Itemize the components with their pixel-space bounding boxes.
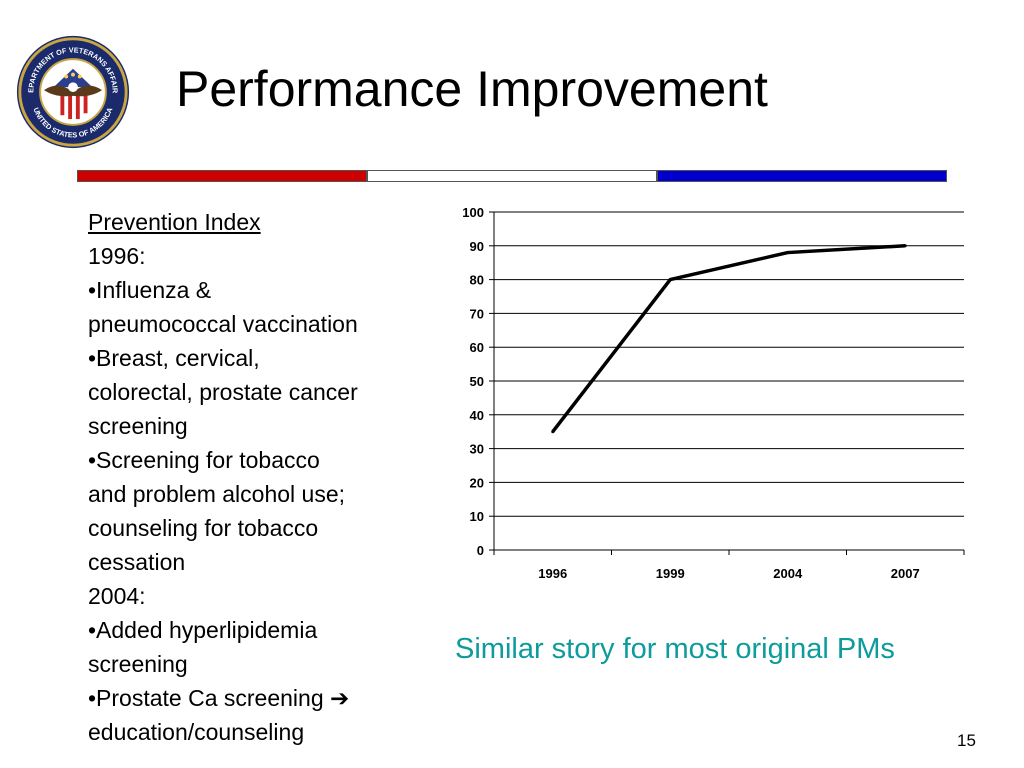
series-point [551,430,555,434]
y-tick-label: 80 [470,273,484,288]
y-tick-label: 100 [462,205,484,220]
y-tick-label: 50 [470,374,484,389]
prevention-index-chart: 0 10 20 30 40 50 60 70 80 90 100 1996 1999 2004 2007 [462,205,965,581]
bullet-tobacco-cont-2: counseling for tobacco [88,515,319,541]
bullet-prostate: •Prostate Ca screening ➔ [88,685,350,711]
series-point [786,251,790,255]
y-tick-label: 70 [470,306,484,321]
bullet-influenza: •Influenza & [88,277,212,303]
series-point [668,278,672,282]
tricolor-rule [77,170,947,182]
prevention-index-heading: Prevention Index [88,209,261,235]
year-1996-label: 1996: [88,243,146,269]
prevention-index-text: Prevention Index 1996: •Influenza & pneu… [88,205,433,749]
x-tick-label: 1996 [538,566,567,581]
x-tick-label: 2007 [891,566,920,581]
year-2004-label: 2004: [88,583,146,609]
series-point [903,244,907,248]
bullet-cancer-screening-cont-2: screening [88,413,188,439]
bullet-tobacco-cont: and problem alcohol use; [88,481,345,507]
y-tick-label: 40 [470,408,484,423]
bullet-influenza-cont: pneumococcal vaccination [88,311,358,337]
bullet-tobacco-cont-3: cessation [88,549,186,575]
series-line [551,244,906,433]
y-tick-label: 10 [470,509,484,524]
y-tick-label: 0 [477,543,484,558]
bullet-prostate-cont: education/counseling [88,719,305,745]
rule-white-segment [367,170,657,182]
bullet-cancer-screening-cont: colorectal, prostate cancer [88,379,358,405]
bullet-tobacco: •Screening for tobacco [88,447,320,473]
rule-blue-segment [657,170,947,182]
page-number: 15 [957,731,976,750]
y-tick-label: 20 [470,475,484,490]
y-tick-label: 90 [470,239,484,254]
bullet-hyperlipidemia: •Added hyperlipidemia [88,617,318,643]
y-tick-label: 30 [470,442,484,457]
bullet-cancer-screening: •Breast, cervical, [88,345,260,371]
y-tick-label: 60 [470,340,484,355]
x-tick-label: 1999 [656,566,685,581]
bullet-hyperlipidemia-cont: screening [88,651,188,677]
slide-title: Performance Improvement [176,61,768,117]
tagline: Similar story for most original PMs [455,633,895,665]
rule-red-segment [77,170,367,182]
x-tick-label: 2004 [773,566,803,581]
va-seal-icon: DEPARTMENT OF VETERANS AFFAIRS UNITED ST… [15,34,130,149]
